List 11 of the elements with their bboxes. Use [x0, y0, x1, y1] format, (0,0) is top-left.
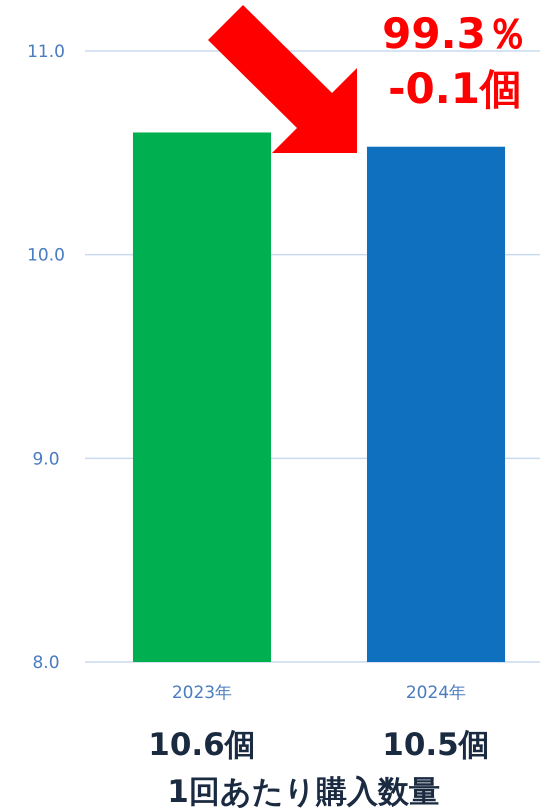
data-label: 10.6個 — [148, 727, 256, 763]
x-tick-label: 2023年 — [172, 683, 232, 703]
annotation: -0.1個 — [388, 64, 522, 113]
y-tick-label: 11.0 — [27, 42, 65, 62]
y-tick-label: 9.0 — [32, 449, 60, 470]
y-tick-label: 10.0 — [27, 246, 65, 266]
y-tick-label: 8.0 — [32, 652, 60, 673]
annotation: 99.3％ — [382, 9, 528, 58]
data-label: 10.5個 — [382, 727, 490, 763]
x-tick-label: 2024年 — [406, 683, 466, 703]
x-axis-title: 1回あたり購入数量 — [167, 774, 440, 810]
